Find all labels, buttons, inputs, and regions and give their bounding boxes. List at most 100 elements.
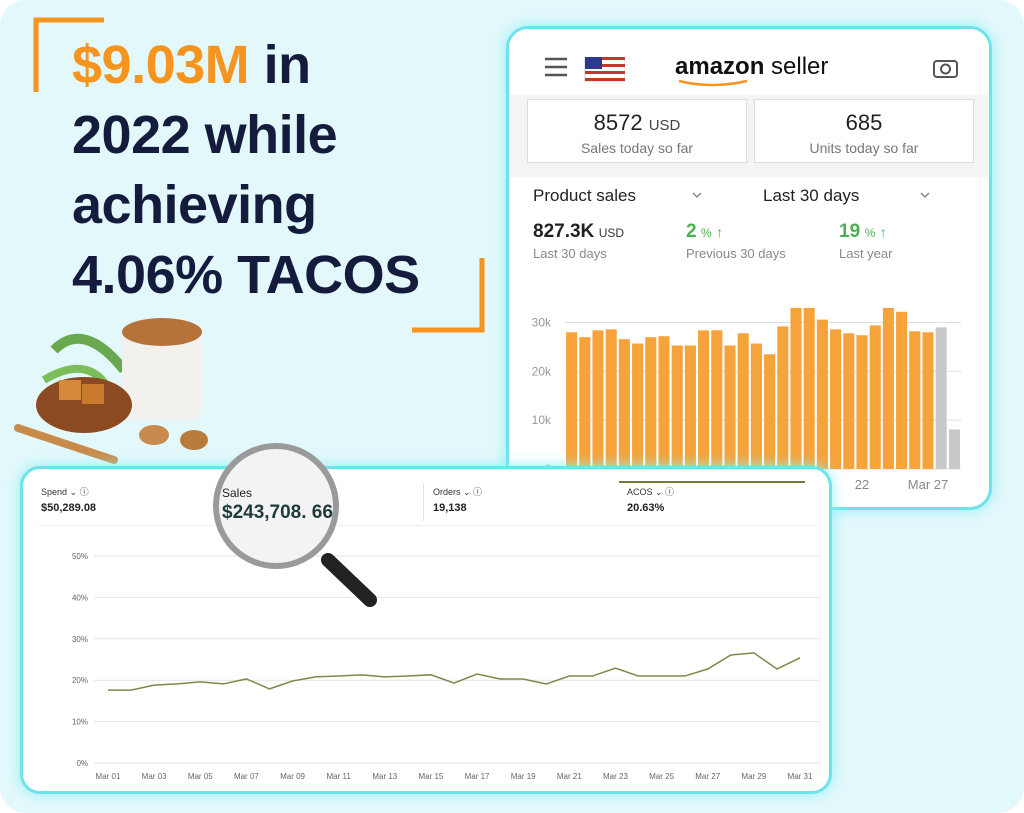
headline-line: 2022 while: [72, 105, 338, 165]
bar: [579, 337, 591, 469]
x-tick-label: Mar 25: [649, 772, 674, 781]
headline-line: 4.06% TACOS: [72, 245, 420, 305]
metric[interactable]: Spend ⌄ ⓘ $50,289.08: [41, 487, 97, 514]
dropdown[interactable]: Product sales: [533, 186, 636, 205]
metric-label: Orders: [433, 487, 461, 497]
x-tick-label: Mar 23: [603, 772, 628, 781]
y-tick-label: 40%: [72, 593, 88, 602]
y-tick-label: 20k: [532, 364, 552, 378]
nut: [180, 430, 208, 450]
metric[interactable]: Orders ⌄ ⓘ 19,138: [433, 487, 483, 514]
powder: [122, 318, 202, 346]
tile-value-row: 8572 USD: [528, 110, 746, 136]
metric-label: Spend: [41, 487, 68, 497]
metric-label: ACOS: [627, 487, 653, 497]
x-tick-label: Mar 29: [741, 772, 766, 781]
header-icons[interactable]: [545, 57, 625, 83]
y-tick-label: 50%: [72, 552, 88, 561]
food-illustration: [14, 318, 208, 464]
bar: [843, 333, 855, 469]
y-tick-label: 10k: [532, 413, 552, 427]
logo-brand: amazon: [675, 53, 765, 80]
metrics-row: [37, 479, 817, 526]
y-tick-label: 0%: [76, 759, 88, 768]
bar: [896, 311, 908, 469]
jaggery: [82, 384, 104, 404]
bar: [592, 330, 604, 469]
stat-label: Last 30 days: [533, 246, 607, 261]
jaggery: [59, 380, 81, 400]
divider: [423, 483, 424, 521]
bar: [790, 307, 802, 469]
x-tick-label: Mar 07: [234, 772, 259, 781]
bracket: [412, 258, 485, 333]
tile: 685 Units today so far: [754, 99, 974, 163]
x-tick-label: Mar 05: [188, 772, 213, 781]
bar: [803, 307, 815, 469]
bar: [830, 329, 842, 469]
bar: [684, 345, 696, 469]
x-tick-label: Mar 15: [418, 772, 443, 781]
metric[interactable]: ACOS ⌄ ⓘ 20.63%: [627, 487, 675, 514]
spoon: [14, 424, 118, 464]
tile: 8572 USD Sales today so far: [527, 99, 747, 163]
chevrons: [692, 192, 930, 199]
app-header: amazon seller: [509, 29, 989, 96]
magnifier-lens: [213, 443, 339, 569]
tile-unit: USD: [648, 117, 681, 134]
x-tick-label: Mar 27: [908, 477, 948, 492]
stat: 827.3K USD Last 30 days: [533, 221, 624, 261]
bar: [922, 332, 934, 469]
metric-value: 20.63%: [627, 502, 665, 514]
stat: 2 % ↑ Previous 30 days: [686, 221, 786, 261]
dropdown[interactable]: Last 30 days: [763, 186, 860, 205]
magnifier-handle: [321, 553, 377, 607]
active-indicator: [619, 481, 805, 483]
y-tick-label: 30k: [532, 316, 552, 330]
bar: [711, 330, 723, 469]
x-tick-label: Mar 27: [695, 772, 720, 781]
x-tick-label: Mar 17: [465, 772, 490, 781]
y-tick-label: 30%: [72, 635, 88, 644]
x-tick-label: Mar 01: [96, 772, 121, 781]
camera-icon[interactable]: [933, 57, 959, 79]
x-tick-label: Mar 11: [327, 772, 352, 781]
x-tick-label: Mar 21: [557, 772, 582, 781]
ads-dashboard-card: Spend ⌄ ⓘ $50,289.08 Orders ⌄ ⓘ 19,138 ACO…: [20, 466, 832, 794]
stat-unit: %: [864, 226, 876, 240]
stat-value: 19: [839, 221, 861, 242]
bar: [777, 326, 789, 469]
stat-label: Previous 30 days: [686, 246, 786, 261]
logo-product: seller: [771, 53, 829, 80]
bar: [658, 336, 670, 469]
bar: [566, 332, 578, 469]
bar: [856, 335, 868, 469]
nut: [139, 425, 169, 445]
bar: [882, 307, 894, 469]
line: [108, 652, 801, 691]
bar: [645, 337, 657, 469]
bar: [869, 325, 881, 469]
bar: [618, 339, 630, 469]
tile-label: Units today so far: [809, 140, 919, 156]
x-tick-label: Mar 03: [142, 772, 167, 781]
x-tick-label: Mar 19: [511, 772, 536, 781]
bar: [632, 343, 644, 469]
metric-value: $50,289.08: [41, 502, 97, 514]
bar: [605, 329, 617, 469]
bar: [948, 429, 960, 469]
acos-chart: 0% 10% 20% 30% 40% 50% Mar 01 Mar 03 Mar 05 Mar 0…: [72, 552, 820, 781]
sales-chart: 010k20k30k22Mar 27: [532, 307, 961, 492]
stat-unit: USD: [598, 226, 625, 240]
stat-value: 827.3K: [533, 221, 595, 242]
headline-line: $9.03M in: [72, 33, 311, 97]
bar: [724, 345, 736, 469]
stat-unit: %: [701, 226, 712, 240]
headline-line: achieving: [72, 175, 317, 235]
y-tick-label: 20%: [72, 676, 88, 685]
logo-smile: [678, 79, 748, 87]
tile-value: 685: [845, 110, 883, 135]
x-tick-label: Mar 13: [372, 772, 397, 781]
magnifier: [213, 443, 377, 607]
